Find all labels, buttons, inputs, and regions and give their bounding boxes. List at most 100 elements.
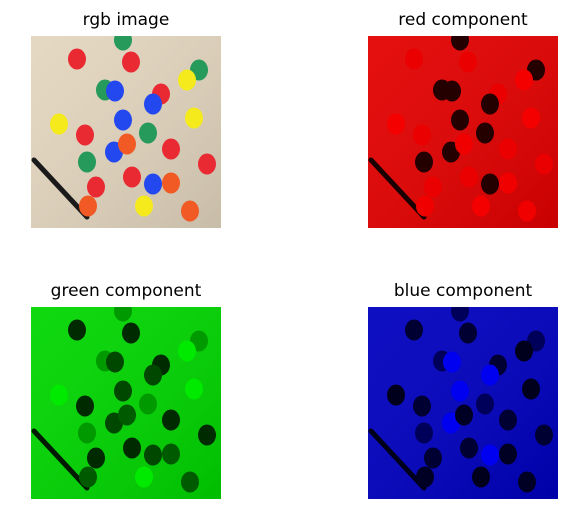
yellow-dot	[472, 195, 490, 217]
blue-dot	[144, 444, 162, 466]
red-dot	[405, 319, 423, 341]
marker-pen	[368, 428, 427, 491]
green-dot	[114, 36, 132, 51]
yellow-dot	[522, 107, 540, 129]
orange-dot	[455, 133, 473, 155]
red-dot	[459, 51, 477, 73]
orange-dot	[455, 404, 473, 426]
orange-dot	[499, 443, 517, 465]
red-dot	[405, 48, 423, 70]
green-dot	[114, 307, 132, 322]
orange-dot	[79, 466, 97, 488]
marker-pen	[368, 157, 427, 220]
blue-dot	[443, 80, 461, 102]
red-dot	[162, 138, 180, 160]
red-dot	[76, 124, 94, 146]
blue-dot	[451, 380, 469, 402]
red-dot	[123, 437, 141, 459]
red-dot	[123, 166, 141, 188]
blue-component-image	[368, 307, 558, 499]
green-dot	[451, 307, 469, 322]
yellow-dot	[178, 340, 196, 362]
orange-dot	[162, 443, 180, 465]
green-dot	[78, 151, 96, 173]
blue-dot	[144, 173, 162, 195]
panel-title: rgb image	[82, 10, 170, 30]
rgb-image	[31, 36, 221, 228]
yellow-dot	[178, 69, 196, 91]
blue-dot	[443, 351, 461, 373]
red-dot	[535, 153, 553, 175]
red-dot	[198, 424, 216, 446]
red-dot	[122, 51, 140, 73]
orange-dot	[181, 200, 199, 222]
red-dot	[424, 447, 442, 469]
orange-dot	[79, 195, 97, 217]
yellow-dot	[387, 384, 405, 406]
yellow-dot	[387, 113, 405, 135]
blue-dot	[114, 380, 132, 402]
blue-dot	[481, 173, 499, 195]
blue-dot	[481, 364, 499, 386]
orange-dot	[499, 172, 517, 194]
panel-title: red component	[398, 10, 528, 30]
green-dot	[415, 422, 433, 444]
panel-title: green component	[50, 281, 202, 301]
red-dot	[413, 395, 431, 417]
marker-pen	[31, 157, 90, 220]
orange-dot	[416, 466, 434, 488]
orange-dot	[518, 471, 536, 493]
red-dot	[499, 138, 517, 160]
red-dot	[198, 153, 216, 175]
red-dot	[87, 447, 105, 469]
red-dot	[413, 124, 431, 146]
blue-dot	[106, 80, 124, 102]
panel-title: blue component	[393, 281, 533, 301]
orange-dot	[162, 172, 180, 194]
red-dot	[499, 409, 517, 431]
green-dot	[451, 36, 469, 51]
orange-dot	[181, 471, 199, 493]
orange-dot	[118, 404, 136, 426]
green-dot	[476, 122, 494, 144]
marker-pen	[31, 428, 90, 491]
orange-dot	[118, 133, 136, 155]
blue-dot	[144, 364, 162, 386]
red-dot	[460, 166, 478, 188]
green-dot	[139, 122, 157, 144]
yellow-dot	[50, 113, 68, 135]
green-dot	[78, 422, 96, 444]
red-dot	[68, 319, 86, 341]
red-dot	[424, 176, 442, 198]
yellow-dot	[135, 466, 153, 488]
yellow-dot	[515, 340, 533, 362]
yellow-dot	[135, 195, 153, 217]
blue-dot	[481, 444, 499, 466]
yellow-dot	[515, 69, 533, 91]
yellow-dot	[50, 384, 68, 406]
blue-dot	[144, 93, 162, 115]
red-dot	[459, 322, 477, 344]
red-dot	[162, 409, 180, 431]
red-dot	[76, 395, 94, 417]
yellow-dot	[522, 378, 540, 400]
red-dot	[122, 322, 140, 344]
yellow-dot	[185, 107, 203, 129]
green-dot	[415, 151, 433, 173]
orange-dot	[416, 195, 434, 217]
blue-dot	[451, 109, 469, 131]
blue-dot	[114, 109, 132, 131]
red-dot	[460, 437, 478, 459]
red-dot	[68, 48, 86, 70]
blue-dot	[106, 351, 124, 373]
red-dot	[87, 176, 105, 198]
orange-dot	[518, 200, 536, 222]
yellow-dot	[185, 378, 203, 400]
green-dot	[476, 393, 494, 415]
green-component-image	[31, 307, 221, 499]
blue-dot	[481, 93, 499, 115]
red-dot	[535, 424, 553, 446]
red-component-image	[368, 36, 558, 228]
green-dot	[139, 393, 157, 415]
yellow-dot	[472, 466, 490, 488]
